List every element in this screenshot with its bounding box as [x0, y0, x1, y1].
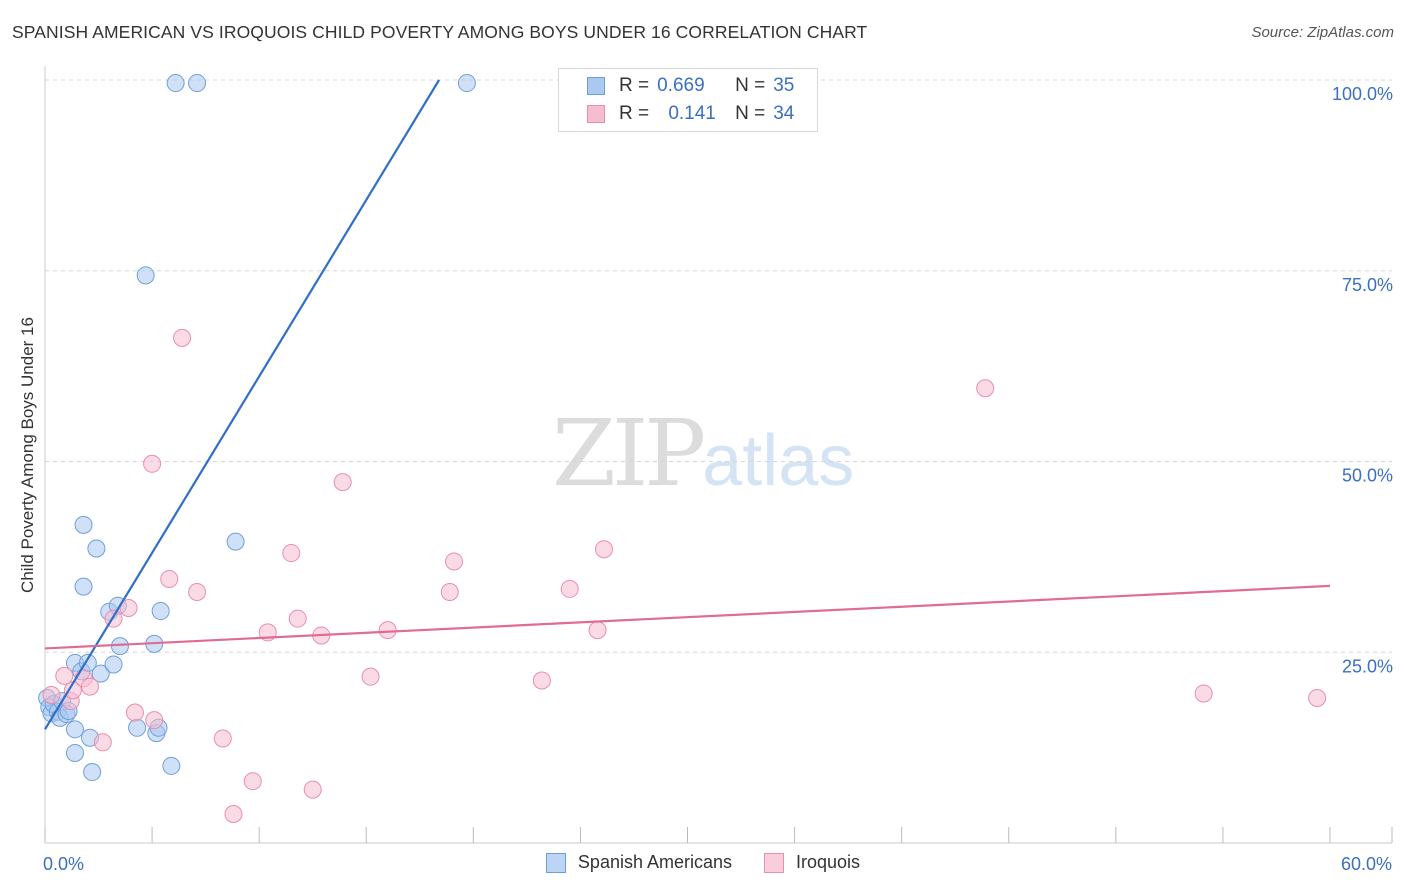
data-point-iroquois: [55, 666, 74, 685]
data-point-spanish-americans: [65, 743, 84, 762]
data-point-spanish-americans: [87, 539, 106, 558]
data-point-iroquois: [42, 685, 61, 704]
data-point-iroquois: [143, 454, 162, 473]
legend-n-value: 35: [773, 75, 795, 96]
data-point-iroquois: [119, 598, 138, 617]
legend-n-label: N =: [735, 103, 766, 124]
data-point-iroquois: [288, 609, 307, 628]
series-name: Spanish Americans: [577, 852, 733, 872]
legend-n-label: N =: [735, 75, 766, 96]
source-credit: Source: ZipAtlas.com: [1251, 24, 1394, 41]
data-point-spanish-americans: [162, 756, 181, 775]
chart-title: SPANISH AMERICAN VS IROQUOIS CHILD POVER…: [12, 22, 868, 42]
data-point-iroquois: [243, 772, 262, 791]
legend-r-label: R =: [619, 103, 650, 124]
data-point-spanish-americans: [226, 532, 245, 551]
series-legend: Spanish Americans Iroquois: [0, 852, 1406, 873]
y-tick-label: 25.0%: [1342, 656, 1393, 676]
data-point-iroquois: [560, 579, 579, 598]
data-point-spanish-americans: [457, 74, 476, 93]
y-tick-label: 100.0%: [1332, 84, 1393, 104]
data-point-spanish-americans: [74, 577, 93, 596]
trend-line-iroquois: [44, 584, 1331, 650]
legend-r-value: 0.669: [657, 75, 705, 96]
series-legend-spanish-americans: Spanish Americans: [545, 852, 733, 873]
trend-line-spanish-americans: [44, 79, 441, 730]
y-axis-label: Child Poverty Among Boys Under 16: [18, 317, 37, 593]
data-point-iroquois: [440, 582, 459, 601]
data-point-iroquois: [333, 473, 352, 492]
data-point-iroquois: [173, 328, 192, 347]
data-point-iroquois: [93, 733, 112, 752]
data-point-iroquois: [213, 729, 232, 748]
data-point-spanish-americans: [136, 266, 155, 285]
y-tick-label: 75.0%: [1342, 275, 1393, 295]
data-point-spanish-americans: [104, 655, 123, 674]
data-point-spanish-americans: [151, 602, 170, 621]
data-point-spanish-americans: [91, 664, 110, 683]
data-point-iroquois: [145, 711, 164, 730]
series-swatch-pink: [764, 852, 785, 873]
series-legend-iroquois: Iroquois: [764, 852, 860, 873]
data-point-spanish-americans: [128, 718, 147, 737]
y-tick-label: 50.0%: [1342, 466, 1393, 486]
legend-n-value: 34: [773, 103, 795, 124]
legend-row-spanish-americans: R = 0.669 N = 35: [587, 73, 794, 99]
correlation-legend: R = 0.669 N = 35 R = 0.141 N = 34: [558, 68, 818, 132]
data-point-iroquois: [1308, 689, 1327, 708]
data-point-iroquois: [80, 677, 99, 696]
data-point-iroquois: [378, 621, 397, 640]
data-point-iroquois: [188, 582, 207, 601]
data-point-spanish-americans: [166, 74, 185, 93]
data-point-spanish-americans: [74, 515, 93, 534]
x-tick-label: 60.0%: [1341, 854, 1392, 874]
data-point-iroquois: [976, 379, 995, 398]
data-point-spanish-americans: [83, 763, 102, 782]
legend-r-label: R =: [619, 75, 650, 96]
legend-r-value: 0.141: [668, 103, 716, 124]
data-point-iroquois: [160, 570, 179, 589]
data-point-iroquois: [588, 621, 607, 640]
data-point-spanish-americans: [188, 74, 207, 93]
legend-swatch-pink: [587, 105, 605, 123]
data-point-iroquois: [445, 552, 464, 571]
data-point-iroquois: [282, 544, 301, 563]
data-point-iroquois: [361, 667, 380, 686]
legend-row-iroquois: R = 0.141 N = 34: [587, 101, 794, 127]
x-tick-label: 0.0%: [43, 854, 84, 874]
data-point-spanish-americans: [65, 720, 84, 739]
data-point-iroquois: [224, 805, 243, 824]
series-swatch-blue: [545, 852, 566, 873]
data-point-iroquois: [125, 703, 144, 722]
data-point-iroquois: [594, 540, 613, 559]
data-point-iroquois: [532, 671, 551, 690]
legend-swatch-blue: [587, 77, 605, 95]
data-point-iroquois: [303, 780, 322, 799]
data-point-iroquois: [1194, 684, 1213, 703]
series-name: Iroquois: [796, 852, 861, 872]
